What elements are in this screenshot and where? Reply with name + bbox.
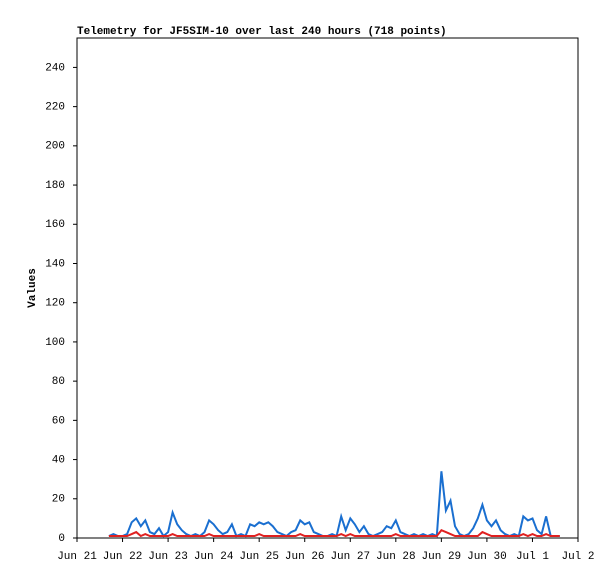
y-tick-label: 60: [52, 415, 65, 427]
y-tick-label: 180: [45, 180, 65, 192]
x-tick-label: Jul 1: [516, 551, 549, 563]
y-tick-label: 80: [52, 376, 65, 388]
series-line: [108, 528, 560, 538]
x-tick-label: Jun 27: [330, 551, 370, 563]
y-tick-label: 160: [45, 219, 65, 231]
x-tick-label: Jun 30: [467, 551, 507, 563]
y-tick-label: 40: [52, 454, 65, 466]
x-tick-label: Jul 2: [561, 551, 594, 563]
x-tick-label: Jun 24: [194, 551, 234, 563]
y-tick-label: 240: [45, 62, 65, 74]
y-tick-label: 120: [45, 298, 65, 310]
x-tick-label: Jun 23: [148, 551, 188, 563]
y-tick-label: 200: [45, 141, 65, 153]
chart-title: Telemetry for JF5SIM-10 over last 240 ho…: [77, 26, 447, 38]
x-tick-label: Jun 29: [422, 551, 462, 563]
y-tick-label: 140: [45, 258, 65, 270]
x-tick-label: Jun 21: [57, 551, 97, 563]
x-tick-label: Jun 22: [103, 551, 143, 563]
x-tick-label: Jun 28: [376, 551, 416, 563]
y-tick-label: 0: [58, 533, 65, 545]
y-tick-label: 100: [45, 337, 65, 349]
x-tick-label: Jun 26: [285, 551, 325, 563]
x-tick-label: Jun 25: [239, 551, 279, 563]
series-line: [108, 471, 560, 538]
plot-frame: [76, 37, 579, 539]
y-tick-label: 220: [45, 102, 65, 114]
y-tick-label: 20: [52, 494, 65, 506]
y-axis-label: Values: [27, 268, 39, 308]
